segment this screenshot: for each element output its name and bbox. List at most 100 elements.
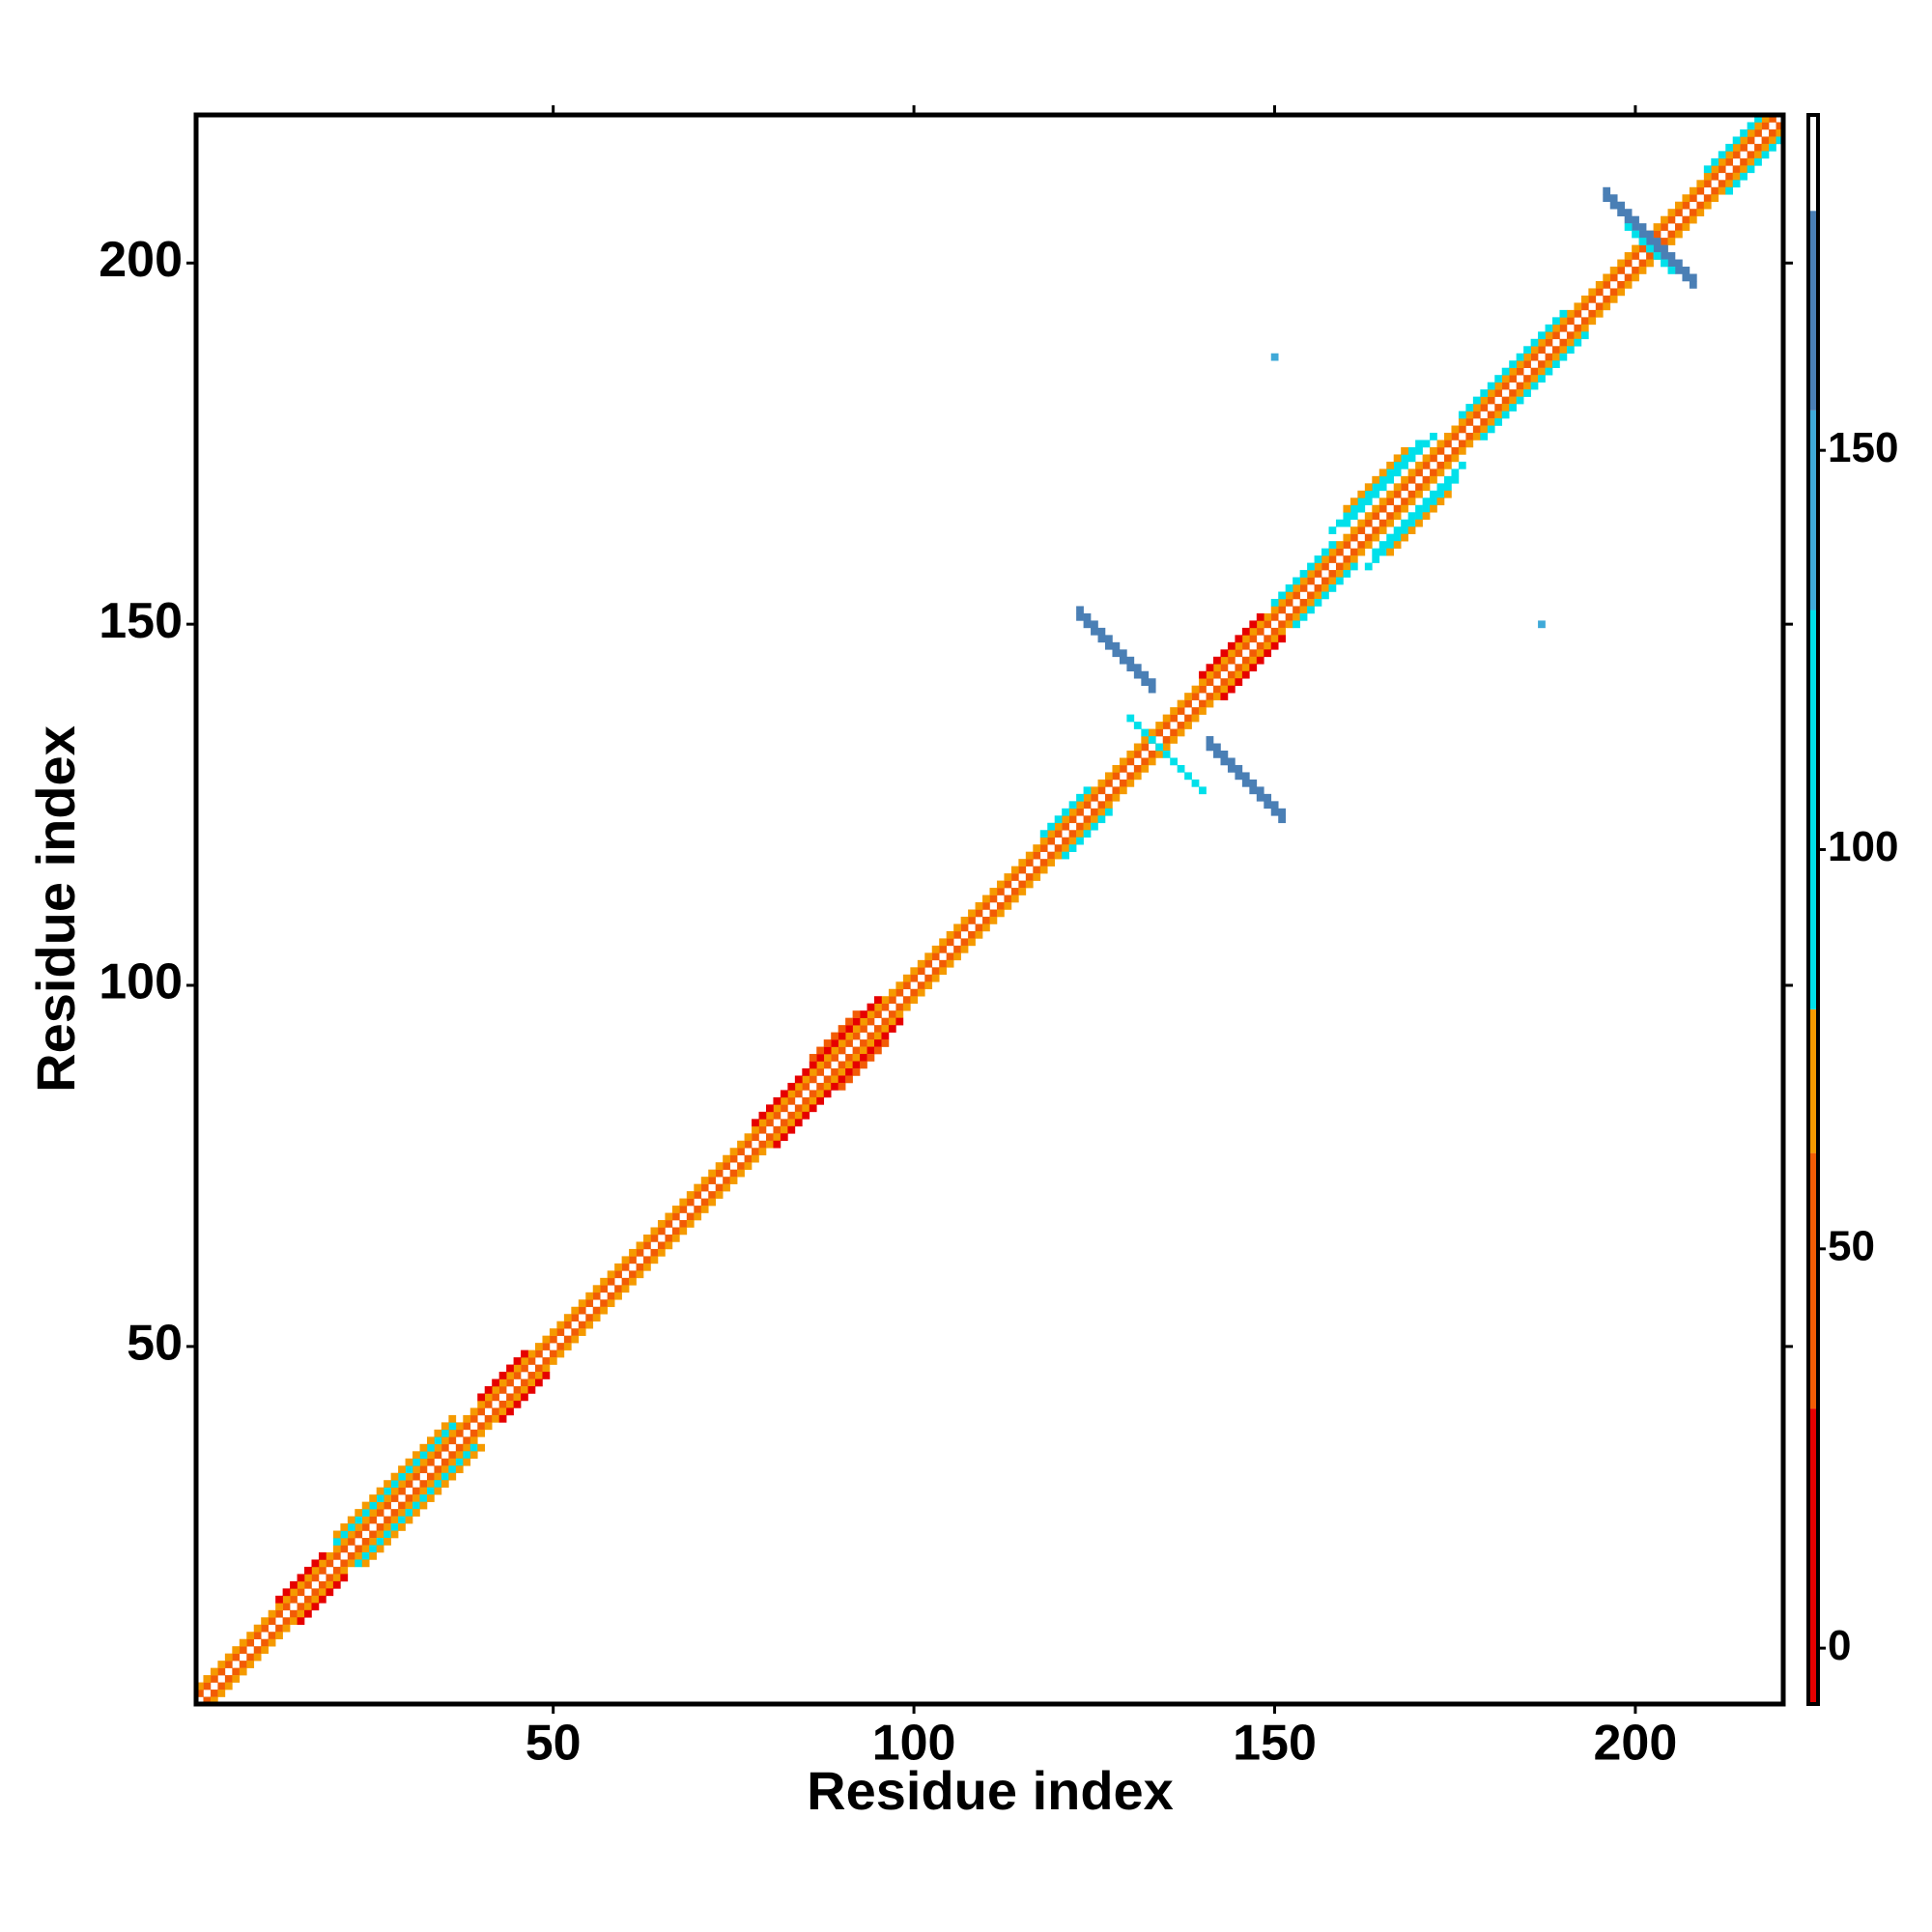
cell: [426, 1458, 435, 1466]
cell: [477, 1429, 486, 1437]
cell: [1047, 837, 1056, 845]
cell: [975, 923, 983, 932]
cell: [239, 1646, 247, 1654]
cell: [1530, 367, 1539, 376]
cell: [1603, 280, 1611, 289]
cell: [1264, 612, 1272, 621]
cell: [794, 1119, 803, 1127]
cell: [1206, 664, 1214, 672]
cell: [636, 1248, 644, 1257]
cell: [434, 1451, 442, 1460]
cell: [1711, 194, 1719, 203]
cell: [261, 1624, 269, 1633]
cell: [1538, 331, 1546, 340]
cell: [440, 1422, 449, 1431]
cell: [809, 1054, 817, 1062]
cell: [600, 1285, 608, 1293]
cell: [1249, 786, 1258, 795]
cell: [852, 1054, 861, 1062]
cell: [369, 1551, 378, 1560]
cell: [282, 1617, 291, 1626]
colorbar-segment: [1808, 610, 1818, 1009]
cell: [607, 1299, 615, 1308]
cell: [845, 1068, 853, 1076]
cell: [758, 1111, 767, 1120]
cell: [881, 1025, 890, 1033]
cell: [434, 1465, 442, 1474]
cell: [953, 952, 961, 961]
cell: [1646, 252, 1654, 260]
cell: [765, 1119, 774, 1127]
cell: [700, 1198, 709, 1207]
cell: [816, 1054, 825, 1062]
cell: [831, 1046, 838, 1055]
cell: [1386, 541, 1395, 549]
cell: [326, 1551, 334, 1560]
cell: [1776, 122, 1784, 130]
cell: [463, 1458, 471, 1466]
cell: [1033, 866, 1041, 874]
cell: [592, 1292, 601, 1300]
cell: [297, 1588, 305, 1597]
colorbar-tick-label: 100: [1828, 823, 1898, 870]
cell: [1220, 685, 1229, 694]
cell: [1335, 519, 1344, 527]
cell: [686, 1198, 695, 1207]
cell: [1206, 743, 1214, 752]
cell: [1595, 302, 1604, 311]
cell: [477, 1443, 486, 1452]
cell: [1162, 736, 1171, 744]
cell: [1133, 722, 1142, 729]
cell: [1415, 440, 1423, 448]
cell: [852, 1046, 861, 1055]
cell: [297, 1617, 305, 1626]
cell: [1393, 533, 1402, 542]
cell: [426, 1472, 435, 1481]
x-tick-label: 200: [1594, 1716, 1678, 1772]
cell: [1703, 194, 1712, 203]
cell: [1530, 382, 1539, 390]
cell: [376, 1487, 384, 1495]
cell: [318, 1559, 327, 1568]
cell: [629, 1248, 637, 1257]
cell: [729, 1177, 738, 1184]
cell: [1039, 830, 1048, 838]
cell: [831, 1075, 838, 1084]
cell: [1740, 157, 1747, 166]
cell: [535, 1372, 543, 1379]
cell: [419, 1443, 428, 1452]
cell: [253, 1646, 262, 1654]
cell: [1638, 244, 1647, 253]
cell: [311, 1603, 320, 1611]
cell: [1545, 360, 1553, 369]
cell: [787, 1082, 796, 1091]
cell: [1270, 353, 1279, 361]
cell: [484, 1414, 493, 1423]
cell: [419, 1451, 428, 1460]
cell: [498, 1414, 507, 1423]
cell: [888, 988, 896, 997]
cell: [1104, 808, 1113, 816]
cell: [1025, 859, 1034, 867]
cell: [1617, 201, 1625, 210]
cell: [1148, 678, 1156, 687]
cell: [600, 1306, 608, 1315]
cell: [650, 1234, 659, 1242]
cell: [1487, 418, 1495, 426]
cell: [506, 1364, 514, 1373]
cell: [874, 1010, 882, 1018]
cell: [571, 1335, 580, 1344]
cell: [1270, 606, 1279, 614]
cell: [1097, 627, 1106, 636]
cell: [1068, 808, 1077, 816]
cell: [448, 1458, 457, 1466]
cell: [398, 1523, 406, 1531]
cell: [332, 1551, 341, 1560]
cell: [671, 1234, 680, 1242]
cell: [694, 1191, 702, 1199]
cell: [535, 1378, 543, 1387]
cell: [297, 1574, 305, 1582]
cell: [1696, 180, 1705, 188]
cell: [831, 1082, 838, 1091]
cell: [881, 1032, 890, 1040]
